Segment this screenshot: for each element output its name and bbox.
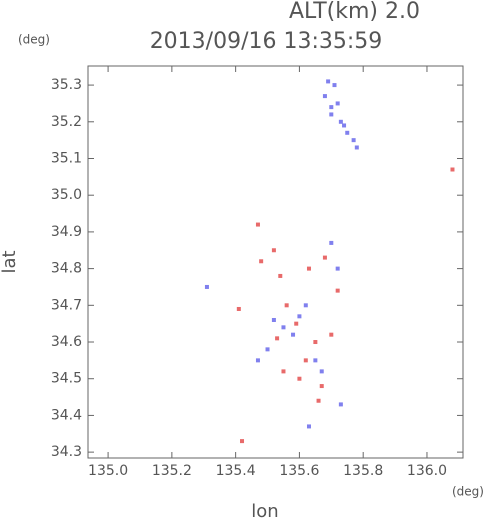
y-tick-label: 35.0 xyxy=(51,187,82,203)
data-point xyxy=(319,369,324,374)
data-point xyxy=(265,347,270,352)
y-tick-label: 34.4 xyxy=(51,407,82,423)
data-point xyxy=(255,358,260,363)
x-tick-label: 136.0 xyxy=(407,463,447,479)
data-point xyxy=(329,105,334,110)
data-point xyxy=(236,306,241,311)
y-tick-label: 34.8 xyxy=(51,261,82,277)
data-point xyxy=(329,112,334,117)
data-point xyxy=(271,248,276,253)
data-point xyxy=(278,273,283,278)
x-tick-label: 135.2 xyxy=(152,463,192,479)
x-tick-label: 135.8 xyxy=(343,463,383,479)
x-tick-label: 135.4 xyxy=(216,463,256,479)
data-point xyxy=(291,332,296,337)
y-tick-label: 35.1 xyxy=(51,150,82,166)
data-point xyxy=(271,317,276,322)
y-tick-label: 35.3 xyxy=(51,77,82,93)
data-point xyxy=(450,167,455,172)
chart-title: 2013/09/16 13:35:59 xyxy=(150,29,383,54)
data-point xyxy=(319,384,324,389)
data-point xyxy=(322,255,327,260)
data-point xyxy=(335,101,340,106)
y-tick-label: 34.9 xyxy=(51,224,82,240)
data-point xyxy=(303,303,308,308)
data-point xyxy=(204,284,209,289)
data-point xyxy=(294,321,299,326)
plot-frame xyxy=(87,65,464,459)
data-point xyxy=(326,79,331,84)
y-tick-label: 34.5 xyxy=(51,371,82,387)
y-tick-label: 34.3 xyxy=(51,444,82,460)
data-point xyxy=(322,94,327,99)
data-point xyxy=(342,123,347,128)
data-point xyxy=(351,138,356,143)
data-point xyxy=(329,240,334,245)
data-point xyxy=(306,424,311,429)
x-axis-label: lon xyxy=(251,501,278,521)
data-point xyxy=(297,376,302,381)
x-unit: (deg) xyxy=(452,485,484,499)
data-point xyxy=(332,83,337,88)
data-point xyxy=(281,369,286,374)
data-point xyxy=(313,340,318,345)
data-point xyxy=(313,358,318,363)
y-tick-label: 34.7 xyxy=(51,297,82,313)
data-point xyxy=(259,259,264,264)
data-point xyxy=(303,358,308,363)
data-point xyxy=(240,439,245,444)
y-tick-label: 35.2 xyxy=(51,114,82,130)
data-point xyxy=(316,398,321,403)
data-point xyxy=(281,325,286,330)
data-point xyxy=(306,266,311,271)
x-tick-label: 135.0 xyxy=(88,463,128,479)
data-point xyxy=(338,402,343,407)
data-point xyxy=(335,266,340,271)
data-point xyxy=(284,303,289,308)
data-point xyxy=(255,222,260,227)
annotation: ALT(km) 2.0 xyxy=(289,0,420,24)
data-point xyxy=(354,145,359,150)
data-point xyxy=(345,130,350,135)
data-point xyxy=(335,288,340,293)
data-point xyxy=(338,119,343,124)
x-tick-label: 135.6 xyxy=(279,463,319,479)
y-unit: (deg) xyxy=(18,33,50,47)
y-axis-label: lat xyxy=(0,250,20,273)
data-point xyxy=(275,336,280,341)
data-point xyxy=(329,332,334,337)
y-tick-label: 34.6 xyxy=(51,334,82,350)
data-point xyxy=(297,314,302,319)
